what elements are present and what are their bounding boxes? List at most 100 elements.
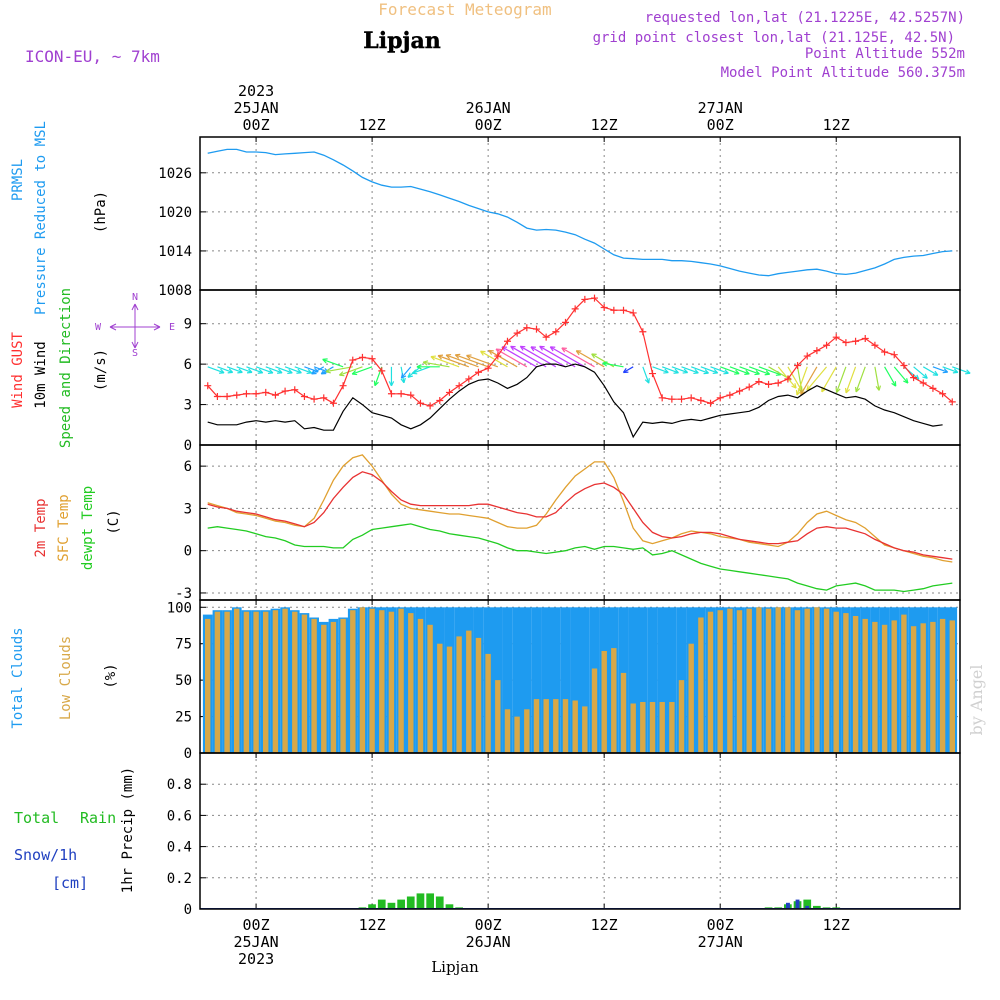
low-cloud-bar	[736, 610, 743, 753]
low-cloud-bar	[437, 643, 443, 753]
wind-gust-point	[426, 402, 434, 410]
total-cloud-bar	[667, 607, 677, 753]
pressure-label-a: PRMSL	[10, 159, 26, 201]
wind-arrow-head	[325, 368, 331, 374]
total-cloud-bar	[560, 607, 571, 753]
wind-arrow-head	[712, 368, 719, 375]
wind-direction-arrow	[652, 366, 669, 374]
low-cloud-bar	[524, 709, 530, 753]
low-cloud-bar	[408, 613, 414, 753]
low-cloud-bar	[572, 700, 578, 753]
wind-arrow-head	[723, 369, 729, 375]
wind-gust-point	[581, 295, 589, 303]
wind-gust-point	[465, 375, 473, 383]
wind-direction-arrow	[501, 346, 537, 368]
low-cloud-bar	[698, 617, 704, 753]
rain-bar	[397, 899, 405, 909]
wind-direction-arrow	[884, 366, 897, 387]
wind-gust-point	[532, 325, 540, 333]
top-time-label: 00Z	[475, 116, 502, 134]
y-tick-label: 0.2	[167, 871, 192, 887]
wind-arrow-head	[351, 370, 358, 376]
y-tick-label: 9	[184, 317, 192, 333]
low-cloud-bar	[620, 672, 627, 753]
low-cloud-bar	[340, 618, 346, 753]
top-time-label: 00Z	[243, 116, 270, 134]
low-cloud-bar	[746, 608, 752, 753]
low-cloud-bar	[659, 702, 665, 753]
low-cloud-bar	[582, 706, 588, 753]
low-cloud-bar	[466, 630, 472, 753]
wind-direction-arrow	[739, 366, 760, 375]
temp-unit: (C)	[106, 509, 122, 534]
bottom-time-label: 12Z	[359, 916, 386, 934]
low-cloud-bar	[495, 680, 501, 753]
low-cloud-bar	[949, 620, 955, 753]
wind-gust-point	[494, 352, 502, 360]
wind-arrow-head	[257, 368, 264, 374]
low-cloud-bar	[379, 610, 385, 753]
rain-bar	[368, 904, 376, 909]
wind-arrow-head	[693, 368, 699, 375]
low-cloud-bar	[224, 611, 230, 753]
wind-arrow-head	[488, 349, 494, 355]
low-cloud-bar	[852, 616, 859, 753]
wind-direction-arrow	[488, 349, 518, 368]
wind-direction-arrow	[207, 366, 225, 374]
panel-frame	[199, 136, 961, 291]
wind-arrow-head	[411, 369, 418, 375]
wind-arrow-head	[903, 378, 909, 384]
wind-arrow-head	[549, 346, 556, 352]
low-cloud-bar	[359, 607, 366, 753]
wind-gust-point	[407, 391, 415, 399]
top-time-label: 25JAN	[234, 99, 279, 117]
wind-arrow-head	[844, 387, 851, 394]
wind-arrow-head	[296, 368, 302, 374]
wind-gust-point	[262, 388, 270, 396]
total-cloud-bar	[570, 607, 580, 753]
wind-gust-point	[948, 398, 956, 406]
total-cloud-bar	[628, 607, 638, 753]
low-cloud-bar	[872, 621, 878, 753]
panel-frame	[199, 752, 961, 910]
wind-arrow-head	[952, 368, 959, 374]
wind-direction-arrow	[690, 366, 709, 374]
precip-label: 1hr Precip (mm)	[120, 767, 136, 893]
wind-arrow-head	[219, 368, 225, 374]
wind-direction-arrow	[520, 345, 557, 368]
low-cloud-bar	[678, 680, 685, 753]
y-tick-label: 6	[184, 357, 192, 373]
wind-arrow-head	[855, 386, 861, 393]
wind-gust-point	[716, 394, 724, 402]
wind-gust-point	[329, 399, 337, 407]
low-cloud-bar	[301, 614, 308, 753]
wind-gust-point	[503, 337, 511, 345]
wind-gust-point	[929, 384, 937, 392]
wind-gust-point	[204, 382, 212, 390]
wind-arrow-head	[237, 368, 243, 374]
wind-direction-arrow	[539, 345, 576, 368]
low-cloud-bar	[553, 699, 559, 753]
wind-gust-point	[310, 395, 318, 403]
wind-direction-arrow	[255, 366, 274, 374]
low-cloud-bar	[717, 610, 723, 753]
top-time-label: 12Z	[823, 116, 850, 134]
wind-direction-arrow	[796, 366, 808, 396]
wind-arrow-head	[539, 345, 545, 351]
wind-gust-point	[861, 335, 869, 343]
low-cloud-bar	[707, 611, 714, 753]
wind-arrow-head	[644, 378, 650, 384]
wind-direction-arrow	[710, 366, 729, 374]
wind-gust-point	[784, 375, 792, 383]
wind-gust-point	[639, 328, 647, 336]
wind-direction-arrow	[913, 366, 928, 379]
bottom-time-label: 00Z	[475, 916, 502, 934]
rain-bar	[803, 899, 812, 909]
wind-arrow-head	[311, 369, 317, 375]
low-cloud-bar	[601, 651, 607, 753]
wind-gust-point	[213, 392, 221, 400]
wind-speed-line	[207, 363, 943, 439]
wind-gust-point	[252, 390, 260, 398]
wind-gust-point	[358, 353, 366, 361]
top-time-label: 12Z	[359, 116, 386, 134]
